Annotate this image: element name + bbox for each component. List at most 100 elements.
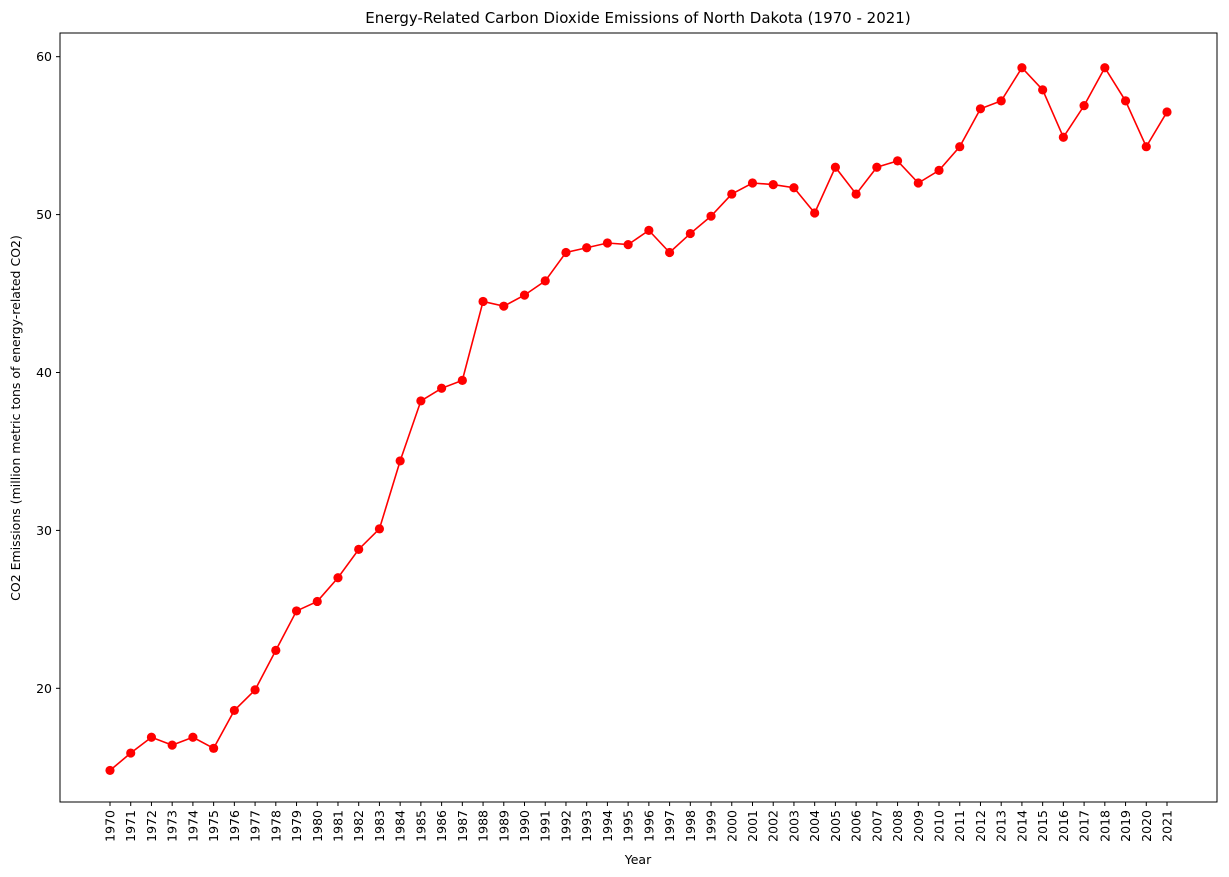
x-tick-label: 2018 [1097,810,1112,842]
data-point [623,239,633,250]
y-tick-label: 20 [36,681,52,696]
data-point [727,189,737,199]
data-point [312,596,322,607]
x-tick-label: 2016 [1056,810,1071,842]
series-line [109,66,1168,772]
x-tick-label: 1975 [206,810,221,842]
data-point [395,456,405,466]
x-tick-label: 2000 [724,810,739,842]
x-tick-label: 2014 [1014,810,1029,842]
x-tick-label: 2013 [994,810,1009,842]
data-point [1141,142,1151,152]
x-tick-label: 1991 [538,810,553,842]
x-tick-label: 2010 [932,810,947,842]
data-point [685,228,695,239]
x-tick-label: 2002 [766,810,781,842]
x-tick-label: 1982 [351,810,366,842]
plot-frame [59,32,1218,803]
data-point [747,178,758,188]
x-tick-label: 1980 [310,810,325,842]
x-tick-label: 1976 [227,810,242,842]
x-tick-label: 1972 [144,810,159,842]
x-tick-label: 1970 [103,810,118,842]
x-tick-label: 1987 [455,810,470,842]
data-point [126,748,136,758]
x-tick-label: 2008 [890,810,905,842]
data-points [105,63,1172,776]
x-tick-label: 1983 [372,810,387,842]
x-tick-label: 1985 [413,810,428,842]
data-point [664,247,675,258]
x-tick-label: 1971 [123,810,138,842]
data-point [354,544,364,554]
data-point [996,96,1006,106]
data-point [851,189,861,199]
data-point [706,211,716,221]
data-point [209,743,219,753]
chart-title: Energy-Related Carbon Dioxide Emissions … [365,9,910,27]
data-point [188,732,198,742]
data-point [934,165,944,175]
x-tick-label: 2012 [973,810,988,842]
x-tick-label: 1977 [248,810,263,842]
x-tick-label: 1979 [289,810,304,842]
y-axis: 20 30 40 50 60 [36,49,60,696]
y-tick-label: 60 [36,49,52,64]
data-point [540,276,550,286]
y-axis-label: CO2 Emissions (million metric tons of en… [8,235,23,601]
x-tick-label: 1990 [517,810,532,842]
x-tick-label: 1984 [393,810,408,842]
y-tick-label: 40 [36,365,52,380]
x-tick-label: 2021 [1160,810,1175,842]
x-tick-label: 2017 [1077,810,1092,842]
x-tick-label: 2005 [828,810,843,842]
x-tick-label: 1996 [641,810,656,842]
data-point [167,740,177,750]
data-point [955,142,965,152]
data-point [457,375,467,385]
y-tick-label: 50 [36,207,52,222]
x-tick-label: 1973 [165,810,180,842]
data-point [333,573,343,583]
data-point [582,243,592,253]
x-axis: 1970 1971 1972 1973 1974 1975 1976 1977 1978 1979… [103,802,1175,842]
x-axis-label: Year [624,852,652,867]
x-tick-label: 1998 [683,810,698,842]
x-tick-label: 1974 [185,810,200,842]
data-point [1017,63,1027,73]
data-point [250,685,260,695]
data-point [374,524,385,534]
x-tick-label: 1997 [662,810,677,842]
data-point [810,208,820,218]
x-tick-label: 2003 [786,810,801,842]
data-point [478,296,488,307]
data-point [229,705,239,716]
x-tick-label: 1989 [496,810,511,842]
data-point [1162,107,1172,117]
x-tick-label: 2001 [745,810,760,842]
data-point [975,104,986,114]
data-point [271,645,281,656]
data-point [768,179,778,190]
data-point [913,178,923,188]
x-tick-label: 1986 [434,810,449,842]
y-tick-label: 30 [36,523,52,538]
data-point [499,301,509,311]
x-tick-label: 2009 [911,810,926,842]
data-point [105,765,115,776]
data-point [1100,63,1110,73]
data-point [519,290,530,300]
data-point [291,606,302,616]
x-tick-label: 2011 [952,810,967,842]
data-point [1058,132,1068,142]
x-tick-label: 1992 [558,810,573,842]
x-tick-label: 2004 [807,810,822,842]
x-tick-label: 1978 [268,810,283,842]
data-point [644,225,654,235]
x-tick-label: 2015 [1035,810,1050,842]
x-tick-label: 1995 [621,810,636,842]
data-point [561,247,571,258]
data-point [830,162,840,172]
